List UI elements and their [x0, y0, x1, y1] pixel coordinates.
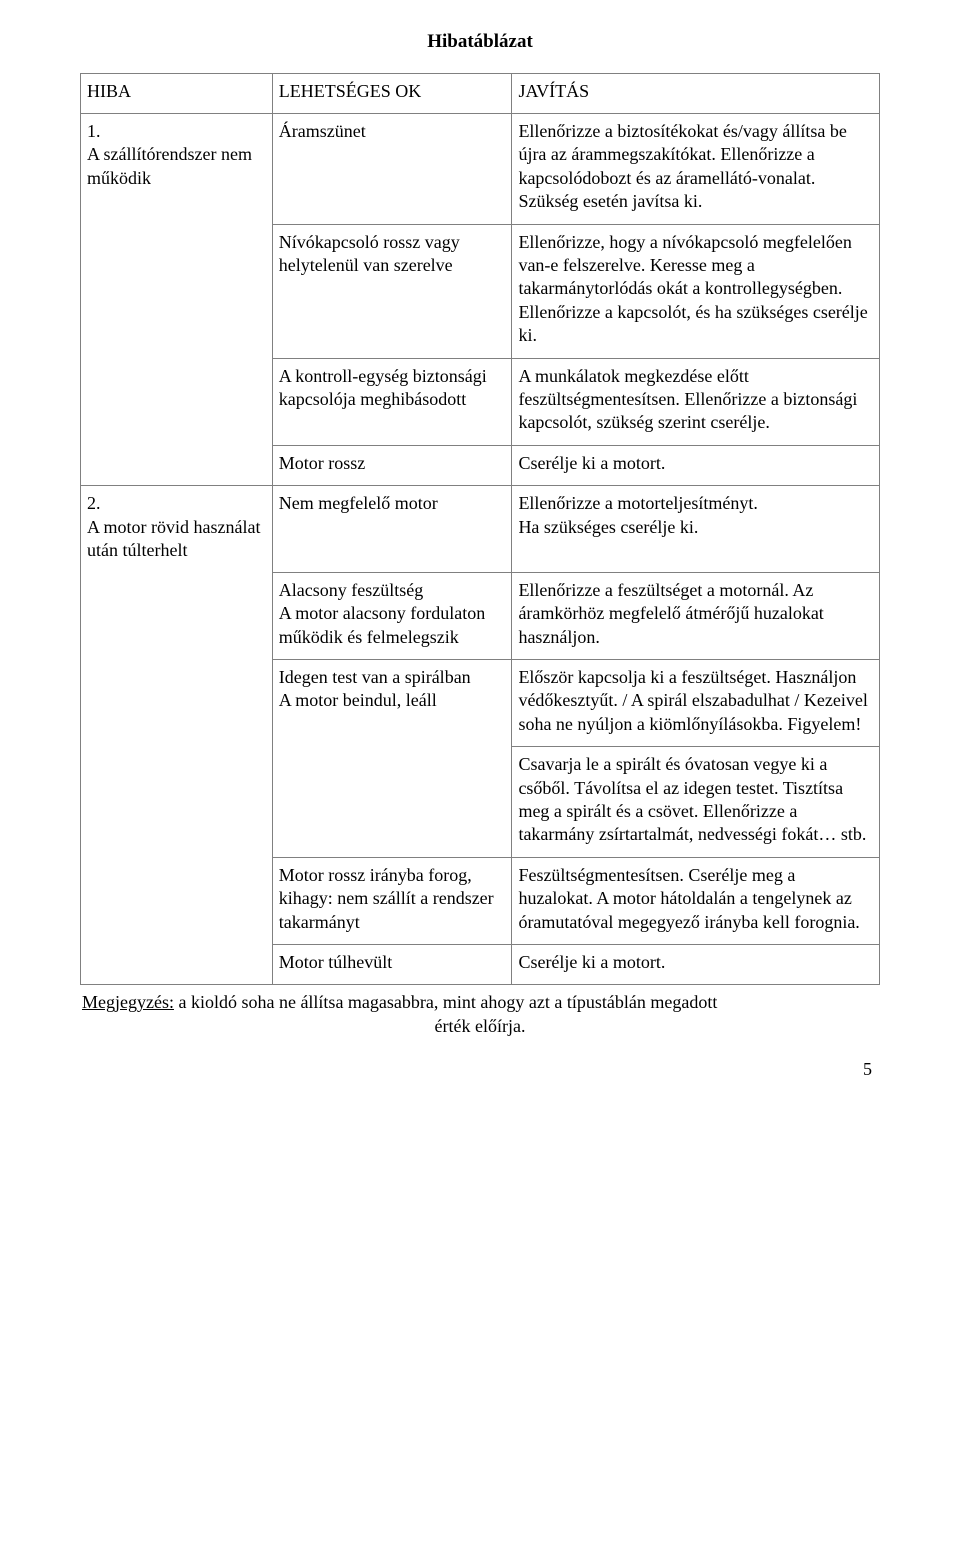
table-row: Motor rossz irányba forog, kihagy: nem s… — [81, 857, 880, 944]
cell-javitas: Cserélje ki a motort. — [512, 944, 880, 984]
table-row: A kontroll-egység biztonsági kapcsolója … — [81, 358, 880, 445]
footnote-text-1: a kioldó soha ne állítsa magasabbra, min… — [174, 992, 717, 1012]
table-row: 1. A szállítórendszer nem működikÁramszü… — [81, 114, 880, 225]
table-row: Idegen test van a spirálban A motor bein… — [81, 660, 880, 747]
table-row: Motor rosszCserélje ki a motort. — [81, 445, 880, 485]
cell-javitas: Ellenőrizze a biztosítékokat és/vagy áll… — [512, 114, 880, 225]
cell-ok: Nem megfelelő motor — [272, 486, 512, 573]
cell-hiba — [81, 358, 273, 445]
cell-hiba — [81, 660, 273, 747]
table-row: Motor túlhevültCserélje ki a motort. — [81, 944, 880, 984]
cell-javitas: Cserélje ki a motort. — [512, 445, 880, 485]
troubleshooting-table: HIBA LEHETSÉGES OK JAVÍTÁS 1. A szállító… — [80, 73, 880, 986]
cell-hiba — [81, 747, 273, 858]
cell-ok: Motor túlhevült — [272, 944, 512, 984]
cell-hiba — [81, 857, 273, 944]
cell-ok: A kontroll-egység biztonsági kapcsolója … — [272, 358, 512, 445]
table-header-row: HIBA LEHETSÉGES OK JAVÍTÁS — [81, 73, 880, 113]
cell-hiba: 2. A motor rövid használat után túlterhe… — [81, 486, 273, 573]
cell-hiba — [81, 572, 273, 659]
cell-hiba: 1. A szállítórendszer nem működik — [81, 114, 273, 225]
cell-ok: Alacsony feszültség A motor alacsony for… — [272, 572, 512, 659]
page-number: 5 — [80, 1058, 880, 1081]
col-header-hiba: HIBA — [81, 73, 273, 113]
cell-hiba — [81, 944, 273, 984]
table-row: Nívókapcsoló rossz vagy helytelenül van … — [81, 224, 880, 358]
table-row: Alacsony feszültség A motor alacsony for… — [81, 572, 880, 659]
cell-ok: Motor rossz irányba forog, kihagy: nem s… — [272, 857, 512, 944]
cell-ok: Áramszünet — [272, 114, 512, 225]
cell-javitas: Csavarja le a spirált és óvatosan vegye … — [512, 747, 880, 858]
footnote: Megjegyzés: a kioldó soha ne állítsa mag… — [80, 991, 880, 1038]
footnote-label: Megjegyzés: — [82, 992, 174, 1012]
cell-javitas: Feszültségmentesítsen. Cserélje meg a hu… — [512, 857, 880, 944]
cell-javitas: Ellenőrizze a motorteljesítményt. Ha szü… — [512, 486, 880, 573]
footnote-text-2: érték előírja. — [82, 1015, 878, 1038]
page-title: Hibatáblázat — [80, 30, 880, 55]
cell-javitas: Ellenőrizze, hogy a nívókapcsoló megfele… — [512, 224, 880, 358]
cell-javitas: Először kapcsolja ki a feszültséget. Has… — [512, 660, 880, 747]
cell-hiba — [81, 224, 273, 358]
cell-hiba — [81, 445, 273, 485]
table-body: 1. A szállítórendszer nem működikÁramszü… — [81, 114, 880, 985]
cell-ok: Motor rossz — [272, 445, 512, 485]
cell-ok: Idegen test van a spirálban A motor bein… — [272, 660, 512, 747]
cell-ok — [272, 747, 512, 858]
col-header-ok: LEHETSÉGES OK — [272, 73, 512, 113]
cell-ok: Nívókapcsoló rossz vagy helytelenül van … — [272, 224, 512, 358]
cell-javitas: A munkálatok megkezdése előtt feszültség… — [512, 358, 880, 445]
table-row: Csavarja le a spirált és óvatosan vegye … — [81, 747, 880, 858]
table-row: 2. A motor rövid használat után túlterhe… — [81, 486, 880, 573]
cell-javitas: Ellenőrizze a feszültséget a motornál. A… — [512, 572, 880, 659]
col-header-javitas: JAVÍTÁS — [512, 73, 880, 113]
